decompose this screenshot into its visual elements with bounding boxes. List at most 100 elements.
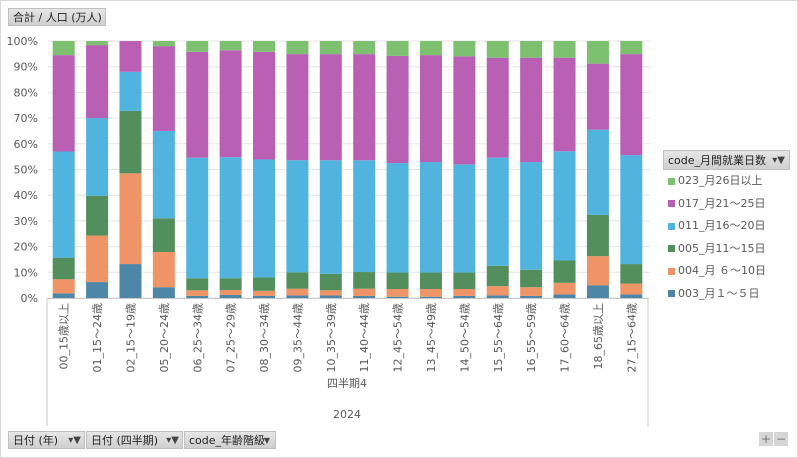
- bar-segment[interactable]: [253, 159, 276, 278]
- bar-segment[interactable]: [52, 279, 75, 294]
- bar-segment[interactable]: [219, 157, 242, 279]
- bar-segment[interactable]: [453, 272, 476, 290]
- bar-segment[interactable]: [453, 56, 476, 165]
- bar-segment[interactable]: [553, 57, 576, 152]
- bar-segment[interactable]: [453, 41, 476, 57]
- bar-segment[interactable]: [353, 160, 376, 273]
- bar-segment[interactable]: [186, 295, 209, 298]
- bar-segment[interactable]: [119, 41, 142, 72]
- bar-segment[interactable]: [453, 289, 476, 296]
- legend-item[interactable]: 005_月11～15日: [663, 238, 791, 261]
- bar-segment[interactable]: [86, 118, 109, 196]
- bar-segment[interactable]: [386, 289, 409, 297]
- bar-segment[interactable]: [219, 41, 242, 51]
- bar-segment[interactable]: [52, 41, 75, 56]
- bar-segment[interactable]: [486, 286, 509, 296]
- filter-icon[interactable]: ▾▼: [68, 435, 81, 446]
- bar-segment[interactable]: [52, 55, 75, 152]
- legend-item[interactable]: 004_月 ６～10日: [663, 260, 791, 283]
- bar-segment[interactable]: [219, 294, 242, 298]
- bar-segment[interactable]: [152, 130, 175, 219]
- bar-segment[interactable]: [620, 283, 643, 295]
- legend-field-button[interactable]: code_月間就業日数 ▾▼: [663, 150, 790, 170]
- bar-segment[interactable]: [419, 55, 442, 163]
- bar-segment[interactable]: [620, 155, 643, 265]
- bar-segment[interactable]: [253, 295, 276, 298]
- bar-segment[interactable]: [520, 287, 543, 296]
- legend-item[interactable]: 023_月26日以上: [663, 170, 791, 193]
- bar-segment[interactable]: [520, 269, 543, 288]
- bar-segment[interactable]: [353, 41, 376, 55]
- bar-segment[interactable]: [486, 41, 509, 58]
- bar-segment[interactable]: [86, 45, 109, 119]
- bar-segment[interactable]: [319, 160, 342, 274]
- bar-segment[interactable]: [186, 278, 209, 291]
- dropdown-arrow-icon[interactable]: ▼: [263, 436, 270, 445]
- bar-segment[interactable]: [186, 41, 209, 52]
- bar-segment[interactable]: [319, 41, 342, 55]
- bar-segment[interactable]: [486, 265, 509, 287]
- bar-segment[interactable]: [520, 41, 543, 58]
- bar-segment[interactable]: [319, 54, 342, 161]
- bar-segment[interactable]: [186, 157, 209, 279]
- bar-segment[interactable]: [486, 295, 509, 298]
- bar-segment[interactable]: [286, 272, 309, 289]
- bar-segment[interactable]: [286, 288, 309, 296]
- bar-segment[interactable]: [253, 277, 276, 291]
- filter-icon[interactable]: ▾▼: [166, 435, 179, 446]
- bar-segment[interactable]: [419, 296, 442, 298]
- bar-segment[interactable]: [52, 257, 75, 280]
- bar-segment[interactable]: [419, 289, 442, 297]
- value-field-button[interactable]: 合計 / 人口 (万人): [8, 8, 106, 26]
- bar-segment[interactable]: [586, 256, 609, 286]
- bar-segment[interactable]: [386, 55, 409, 164]
- bar-segment[interactable]: [419, 41, 442, 56]
- bar-segment[interactable]: [620, 294, 643, 298]
- bar-segment[interactable]: [586, 214, 609, 257]
- bar-segment[interactable]: [620, 41, 643, 55]
- collapse-button[interactable]: −: [774, 432, 788, 446]
- bar-segment[interactable]: [553, 282, 576, 295]
- bar-segment[interactable]: [353, 288, 376, 296]
- bar-segment[interactable]: [86, 195, 109, 236]
- bar-segment[interactable]: [119, 264, 142, 298]
- bar-segment[interactable]: [253, 41, 276, 52]
- bar-segment[interactable]: [553, 294, 576, 298]
- bar-segment[interactable]: [553, 41, 576, 58]
- bar-segment[interactable]: [152, 287, 175, 298]
- bar-segment[interactable]: [86, 235, 109, 283]
- bar-segment[interactable]: [152, 251, 175, 288]
- bar-segment[interactable]: [186, 290, 209, 296]
- filter-icon[interactable]: ▾▼: [772, 155, 785, 166]
- bar-segment[interactable]: [386, 41, 409, 56]
- bar-segment[interactable]: [86, 282, 109, 298]
- bar-segment[interactable]: [219, 290, 242, 295]
- bar-segment[interactable]: [253, 290, 276, 296]
- filter-field-quarter[interactable]: 日付 (四半期) ▾▼: [86, 431, 183, 449]
- bar-segment[interactable]: [586, 285, 609, 298]
- expand-button[interactable]: +: [759, 432, 773, 446]
- bar-segment[interactable]: [286, 54, 309, 161]
- filter-field-age[interactable]: code_年齢階級 ▼: [184, 431, 276, 449]
- bar-segment[interactable]: [353, 54, 376, 161]
- bar-segment[interactable]: [319, 273, 342, 291]
- bar-segment[interactable]: [586, 41, 609, 64]
- legend-item[interactable]: 017_月21～25日: [663, 193, 791, 216]
- bar-segment[interactable]: [419, 162, 442, 273]
- filter-field-year[interactable]: 日付 (年) ▾▼: [8, 431, 85, 449]
- bar-segment[interactable]: [553, 260, 576, 283]
- bar-segment[interactable]: [453, 164, 476, 273]
- bar-segment[interactable]: [286, 41, 309, 55]
- bar-segment[interactable]: [353, 272, 376, 289]
- bar-segment[interactable]: [219, 50, 242, 158]
- bar-segment[interactable]: [353, 295, 376, 298]
- bar-segment[interactable]: [419, 272, 442, 290]
- bar-segment[interactable]: [520, 295, 543, 298]
- bar-segment[interactable]: [386, 296, 409, 298]
- bar-segment[interactable]: [586, 63, 609, 130]
- bar-segment[interactable]: [386, 272, 409, 290]
- bar-segment[interactable]: [286, 160, 309, 273]
- bar-segment[interactable]: [52, 293, 75, 298]
- bar-segment[interactable]: [86, 41, 109, 46]
- bar-segment[interactable]: [453, 295, 476, 298]
